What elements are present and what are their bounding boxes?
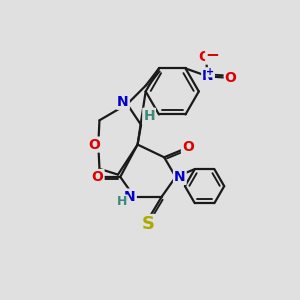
Text: N: N <box>202 69 214 83</box>
Text: H: H <box>143 109 155 123</box>
Text: N: N <box>174 170 186 184</box>
Text: O: O <box>88 138 100 152</box>
Text: H: H <box>117 195 127 208</box>
Text: O: O <box>225 70 237 85</box>
Text: O: O <box>182 140 194 154</box>
Text: N: N <box>124 190 136 203</box>
Text: +: + <box>206 67 214 77</box>
Text: −: − <box>205 45 219 63</box>
Text: O: O <box>198 50 210 64</box>
Text: S: S <box>142 215 154 233</box>
Text: O: O <box>92 170 103 184</box>
Text: N: N <box>117 95 129 109</box>
